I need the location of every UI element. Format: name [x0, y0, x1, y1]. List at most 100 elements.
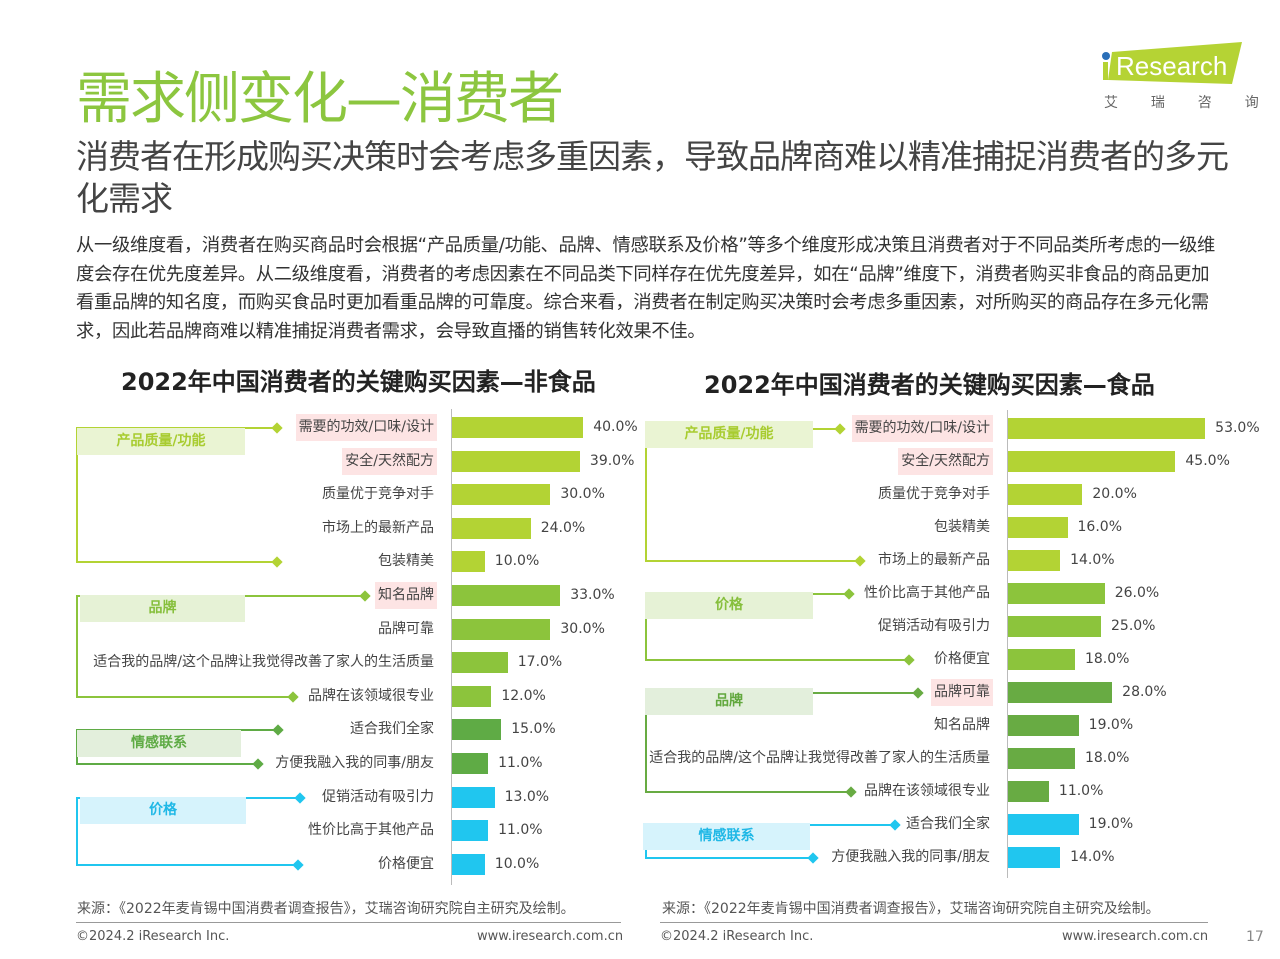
bar: [452, 719, 502, 741]
factor-label: 适合我的品牌/这个品牌让我觉得改善了家人的生活质量: [93, 654, 434, 671]
value-label: 25.0%: [1111, 618, 1156, 634]
diamond-marker-icon: [845, 786, 857, 798]
group-bracket-bottom: [76, 863, 298, 866]
bar: [1008, 583, 1105, 604]
bar: [1008, 715, 1079, 736]
value-label: 18.0%: [1084, 651, 1130, 667]
logo-subtitle: 艾 瑞 咨 询: [1104, 95, 1267, 111]
value-label: 15.0%: [511, 721, 556, 738]
diamond-marker-icon: [292, 859, 304, 871]
page-title: 需求侧变化—消费者: [76, 67, 564, 132]
subtitle: 消费者在形成购买决策时会考虑多重因素，导致品牌商难以精准捕捉消费者的多元化需求: [76, 137, 1229, 218]
bar: [1008, 484, 1083, 505]
copyright-right: ©2024.2 iResearch Inc.: [660, 929, 814, 944]
factor-label: 知名品牌: [375, 582, 437, 609]
factor-label: 市场上的最新产品: [878, 552, 990, 568]
factor-label: 适合我们全家: [906, 816, 990, 832]
factor-label: 知名品牌: [934, 717, 990, 733]
group-label: 产品质量/功能: [77, 428, 245, 455]
group-bracket-side: [76, 595, 78, 698]
value-label: 30.0%: [560, 620, 605, 637]
group-bracket-side: [645, 692, 647, 793]
value-label: 12.0%: [501, 687, 546, 704]
factor-label: 价格便宜: [378, 855, 434, 872]
value-label: 39.0%: [589, 452, 635, 469]
value-label: 19.0%: [1088, 717, 1134, 733]
factor-label: 安全/天然配方: [898, 448, 993, 475]
value-label: 33.0%: [570, 587, 615, 603]
factor-label: 质量优于竞争对手: [878, 486, 990, 502]
bar: [1008, 649, 1075, 670]
group-bracket-side: [76, 427, 78, 564]
value-label: 20.0%: [1092, 486, 1137, 502]
bar: [452, 484, 551, 506]
factor-label: 性价比高于其他产品: [308, 822, 434, 839]
diamond-marker-icon: [294, 791, 306, 804]
group-bracket-side: [76, 796, 78, 866]
bar: [452, 417, 584, 438]
value-label: 19.0%: [1088, 816, 1134, 832]
factor-label: 质量优于竞争对手: [322, 486, 434, 503]
factor-label: 适合我们全家: [350, 721, 434, 738]
group-label: 品牌: [645, 688, 813, 715]
value-label: 13.0%: [504, 788, 550, 805]
factor-label: 包装精美: [934, 519, 990, 535]
factor-label: 需要的功效/口味/设计: [851, 415, 993, 442]
diamond-marker-icon: [912, 687, 924, 699]
bar: [1008, 682, 1113, 703]
diamond-marker-icon: [889, 819, 901, 831]
group-label: 情感联系: [643, 823, 810, 850]
bar: [452, 618, 551, 640]
group-bracket-side: [645, 428, 647, 562]
group-label: 品牌: [80, 595, 245, 622]
diamond-marker-icon: [271, 556, 283, 569]
logo-mark: Research: [1102, 42, 1242, 84]
group-bracket-bottom: [76, 561, 277, 564]
value-label: 53.0%: [1215, 420, 1260, 436]
bar: [452, 753, 489, 774]
factor-label: 方便我融入我的同事/朋友: [831, 849, 990, 865]
axis-line: [451, 409, 452, 886]
diamond-marker-icon: [272, 724, 284, 737]
bar: [452, 450, 580, 472]
group-label: 情感联系: [77, 730, 241, 757]
group-label: 价格: [645, 592, 813, 619]
value-label: 40.0%: [593, 419, 638, 435]
bar: [452, 820, 489, 842]
svg-text:Research: Research: [1116, 51, 1227, 81]
bar: [452, 517, 531, 539]
source-right: 来源：《2022年麦肯锡中国消费者调查报告》，艾瑞咨询研究院自主研究及绘制。: [662, 901, 1160, 917]
value-label: 17.0%: [517, 654, 563, 671]
bar: [1008, 616, 1101, 637]
diamond-marker-icon: [271, 422, 283, 434]
factor-label: 方便我融入我的同事/朋友: [275, 755, 434, 771]
bar: [452, 652, 508, 674]
group-bracket-bottom: [76, 763, 258, 765]
page-number: 17: [1246, 929, 1264, 945]
value-label: 10.0%: [494, 855, 540, 872]
url-left[interactable]: www.iresearch.com.cn: [477, 929, 624, 944]
diamond-marker-icon: [843, 588, 855, 600]
value-label: 18.0%: [1084, 750, 1130, 766]
diamond-marker-icon: [359, 590, 371, 602]
diamond-marker-icon: [287, 691, 299, 703]
bar: [452, 853, 485, 875]
value-label: 14.0%: [1070, 552, 1115, 568]
factor-label: 包装精美: [378, 553, 434, 570]
value-label: 10.0%: [494, 553, 540, 570]
factor-label: 品牌在该领域很专业: [308, 687, 434, 704]
diamond-marker-icon: [807, 852, 819, 864]
source-left: 来源：《2022年麦肯锡中国消费者调查报告》，艾瑞咨询研究院自主研究及绘制。: [77, 901, 575, 917]
bar: [1008, 781, 1049, 802]
value-label: 28.0%: [1122, 684, 1167, 700]
factor-label: 市场上的最新产品: [322, 519, 434, 536]
bar: [1008, 418, 1206, 439]
factor-label: 需要的功效/口味/设计: [295, 414, 437, 441]
url-right[interactable]: www.iresearch.com.cn: [1062, 929, 1209, 944]
group-label: 价格: [80, 797, 246, 824]
value-label: 45.0%: [1185, 453, 1230, 469]
divider-right: [660, 922, 1208, 923]
chart-title-food: 2022年中国消费者的关键购买因素—食品: [704, 371, 1155, 399]
diamond-marker-icon: [854, 555, 866, 567]
bar: [452, 685, 492, 707]
